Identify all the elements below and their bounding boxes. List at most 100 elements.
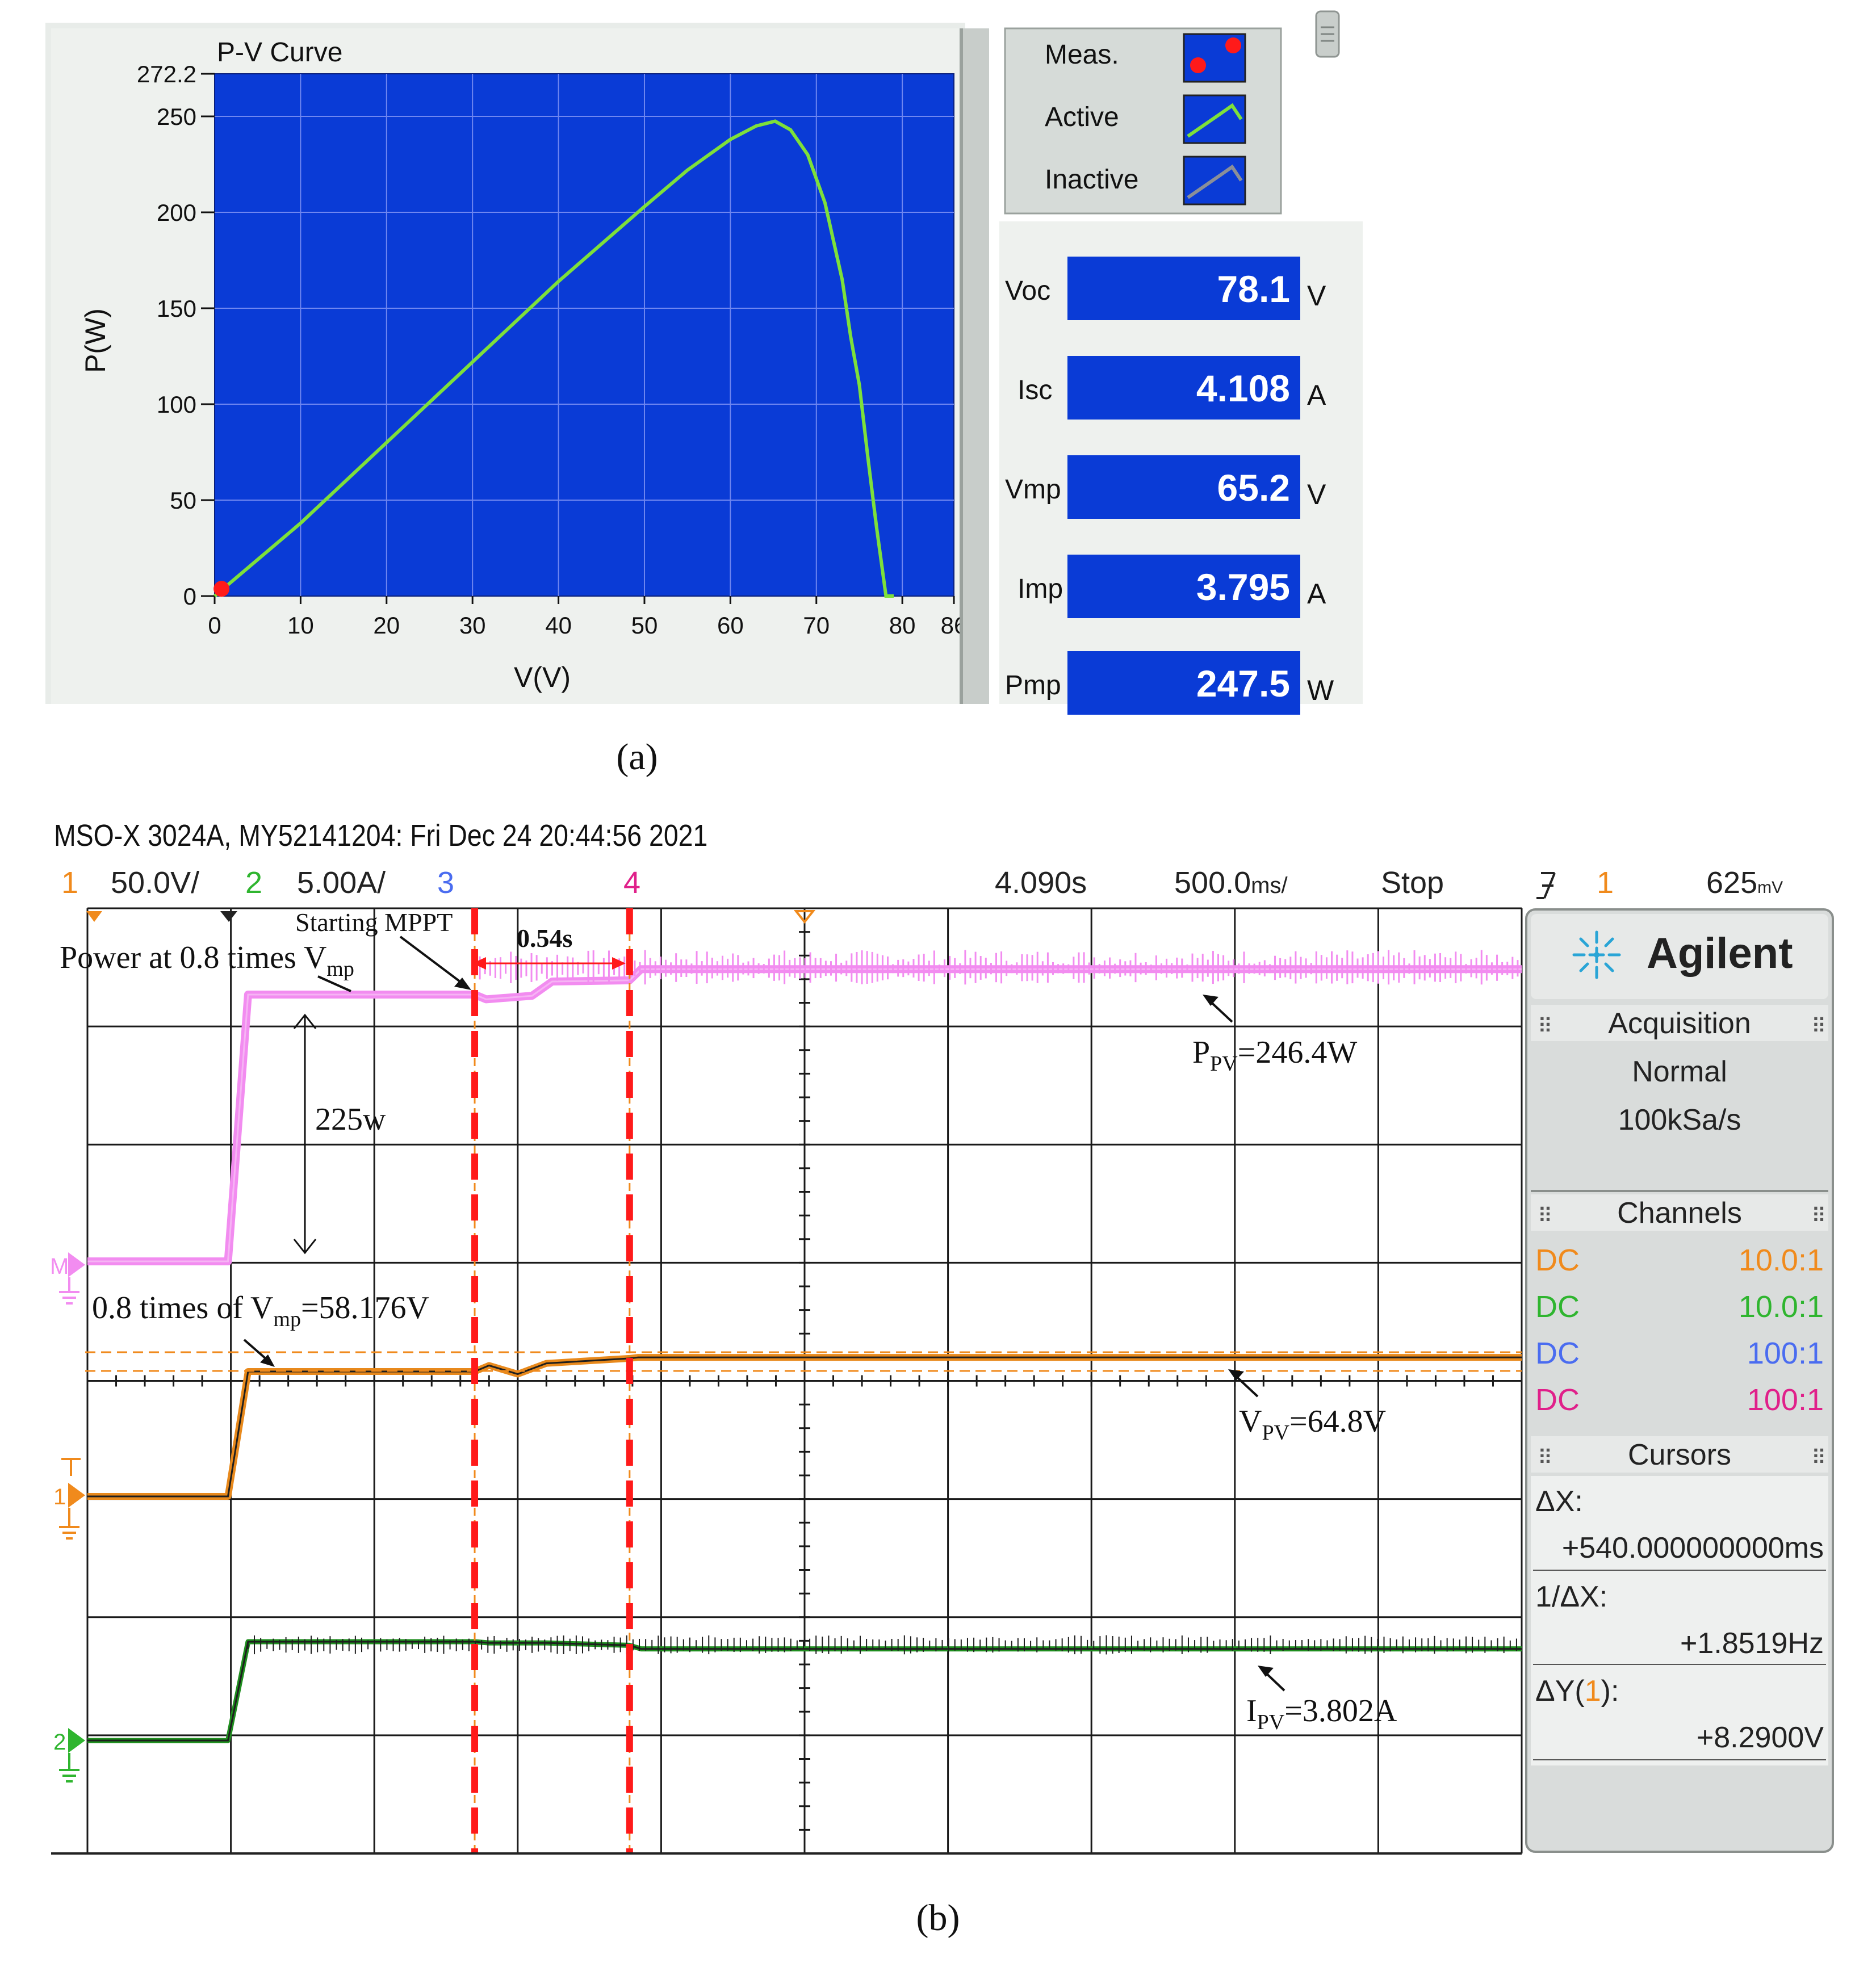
pv-y-tick-label: 50	[170, 487, 196, 514]
channel-probe-ratio: 10.0:1	[1739, 1243, 1824, 1277]
acquisition-rate: 100kSa/s	[1618, 1104, 1741, 1136]
inverse-delta-x-value: +1.8519Hz	[1680, 1627, 1824, 1660]
pv-x-tick-label: 20	[373, 612, 400, 639]
legend-active-label: Active	[1045, 102, 1119, 132]
pv-x-axis-label: V(V)	[514, 661, 571, 693]
ch2-number[interactable]: 2	[245, 866, 262, 900]
channel-probe-ratio: 100:1	[1747, 1336, 1824, 1370]
ipv-label-letter: I	[1246, 1693, 1257, 1729]
cursors-header: Cursors	[1628, 1438, 1731, 1471]
trace-vpv-core	[87, 1356, 1522, 1498]
pv-plot-area	[214, 73, 954, 597]
trigger-level-unit: mV	[1757, 878, 1783, 897]
grip-icon: ⠿	[1538, 1014, 1552, 1038]
readout-unit-voc: V	[1307, 280, 1326, 312]
power-08-label: Power at 0.8 times Vmp	[60, 940, 354, 981]
legend-meas-swatch	[1183, 33, 1246, 83]
vmp-08-subscript: mp	[273, 1307, 301, 1331]
left-edge-marker	[86, 911, 102, 922]
trigger-level[interactable]: 625mV	[1706, 866, 1783, 900]
readout-unit-pmp: W	[1307, 674, 1334, 706]
ch1-marker-label: 1	[53, 1484, 66, 1509]
vpv-arrowhead	[1228, 1369, 1244, 1381]
ch2-scale[interactable]: 5.00A/	[297, 866, 386, 900]
panel-b: MSO-X 3024A, MY52141204: Fri Dec 24 20:4…	[50, 818, 1834, 1939]
grip-icon: ⠿	[1811, 1446, 1826, 1469]
scope-cursors	[85, 908, 1522, 1853]
pv-x-tick-label: 60	[717, 612, 744, 639]
pv-y-axis-label: P(W)	[79, 308, 111, 373]
scroll-handle[interactable]	[1315, 10, 1340, 58]
ch4-number[interactable]: 4	[623, 866, 640, 900]
pv-curve-title: P-V Curve	[217, 37, 342, 68]
time-division-unit: ms/	[1251, 873, 1288, 898]
ch1-ground-marker[interactable]: 1	[53, 1458, 85, 1540]
ch2-marker-label: 2	[53, 1730, 66, 1755]
inverse-delta-x-label: 1/ΔX:	[1535, 1580, 1607, 1613]
delta-p-arrowhead-bottom	[293, 1239, 317, 1255]
interval-arrowhead-right	[612, 957, 626, 970]
readout-box-pmp	[1067, 651, 1300, 715]
power-08-text: Power at 0.8 times V	[60, 940, 326, 975]
readout-name-isc: Isc	[1017, 375, 1052, 405]
vmp-08-label: 0.8 times of Vmp=58.176V	[92, 1290, 429, 1331]
ch2-ground-marker[interactable]: 2	[53, 1728, 85, 1783]
starting-mppt-label: Starting MPPT	[295, 908, 453, 937]
pv-y-tick-label: 250	[157, 103, 196, 130]
pv-y-tick-label: 272.2	[137, 61, 196, 87]
pv-x-tick-label: 50	[631, 612, 658, 639]
pv-y-tick-label: 200	[157, 199, 196, 226]
channels-section[interactable]: Channels ⠿ ⠿ DC 10.0:1 DC 10.0:1 DC 100:1 DC 10…	[1531, 1194, 1828, 1417]
ipv-label-value: =3.802A	[1284, 1693, 1397, 1729]
grip-icon: ⠿	[1811, 1014, 1826, 1038]
legend-active-swatch	[1183, 94, 1246, 144]
pv-x-tick-label: 70	[803, 612, 830, 639]
acquisition-header-bg	[1531, 1005, 1828, 1041]
time-division[interactable]: 500.0ms/	[1174, 866, 1288, 900]
trace-ipv-core	[87, 1641, 1522, 1742]
readout-name-imp: Imp	[1017, 574, 1063, 604]
acquisition-header: Acquisition	[1608, 1007, 1751, 1040]
math-marker-label: M	[50, 1254, 69, 1279]
acquisition-section[interactable]: Acquisition ⠿ ⠿ Normal 100kSa/s	[1531, 1005, 1828, 1136]
delta-x-label: ΔX:	[1535, 1485, 1583, 1518]
ppv-label-letter: P	[1192, 1035, 1210, 1070]
grip-icon: ⠿	[1811, 1204, 1826, 1227]
vmp-08-text: 0.8 times of V	[92, 1290, 273, 1326]
delta-y-value: +8.2900V	[1697, 1721, 1824, 1754]
ppv-label-subscript: PV	[1210, 1052, 1238, 1076]
readout-value-isc: 4.108	[1196, 367, 1290, 409]
time-position[interactable]: 4.090s	[995, 866, 1087, 900]
vmp-08-value: =58.176V	[301, 1290, 429, 1326]
trigger-time-marker[interactable]	[220, 911, 237, 922]
interval-label: 0.54s	[517, 924, 572, 953]
readout-value-vmp: 65.2	[1217, 467, 1290, 509]
panel-a: P-V Curve 0 10 20 30 40 50 60 70 80 8605010015020…	[45, 10, 1363, 778]
ch1-scale[interactable]: 50.0V/	[111, 866, 199, 900]
run-state[interactable]: Stop	[1381, 866, 1444, 900]
channel-coupling: DC	[1535, 1290, 1580, 1324]
ch3-number[interactable]: 3	[437, 866, 454, 900]
channel-coupling: DC	[1535, 1383, 1580, 1417]
readout-value-pmp: 247.5	[1196, 662, 1290, 704]
time-division-value: 500.0	[1174, 866, 1251, 900]
legend-inactive-label: Inactive	[1045, 165, 1138, 195]
cursors-section[interactable]: Cursors ⠿ ⠿ ΔX: +540.000000000ms 1/ΔX: +…	[1531, 1436, 1828, 1765]
ch1-number[interactable]: 1	[61, 866, 78, 900]
trigger-level-value: 625	[1706, 866, 1757, 900]
ipv-label: IPV=3.802A	[1246, 1693, 1397, 1734]
math-ground-marker[interactable]: M	[50, 1252, 85, 1305]
vmp-08-arrowhead	[260, 1354, 275, 1367]
readout-unit-imp: A	[1307, 578, 1326, 610]
pv-meas-dot	[213, 581, 230, 597]
delta-y-label: ΔY(1):	[1535, 1675, 1619, 1708]
time-reference-marker[interactable]	[793, 910, 816, 924]
delta-x-value: +540.000000000ms	[1562, 1532, 1824, 1565]
scope-status-bar: 1 50.0V/ 2 5.00A/ 3 4 4.090s 500.0ms/ St…	[61, 866, 1783, 900]
readout-box-imp	[1067, 555, 1300, 618]
trigger-channel[interactable]: 1	[1597, 866, 1614, 900]
ppv-label: PPV=246.4W	[1192, 1035, 1357, 1076]
trigger-edge-icon[interactable]	[1536, 872, 1556, 899]
panel-a-divider-shadow	[960, 28, 963, 704]
